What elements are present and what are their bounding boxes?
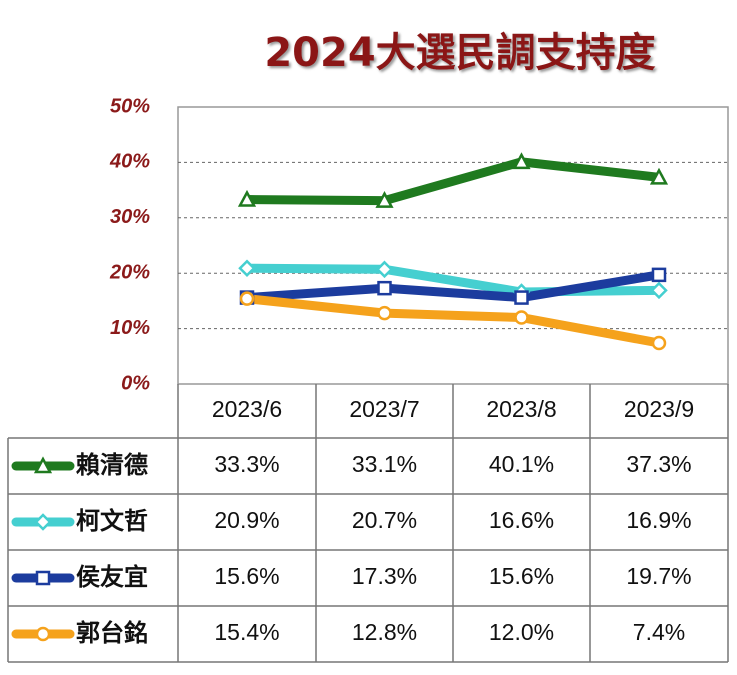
series-line — [242, 294, 664, 348]
data-point — [651, 335, 667, 351]
data-point — [375, 190, 394, 208]
x-tick-label: 2023/9 — [624, 396, 694, 422]
y-tick-label: 40% — [109, 151, 150, 173]
series-line — [242, 263, 664, 297]
data-point — [651, 267, 667, 283]
table-value: 33.1% — [352, 451, 417, 477]
legend-label: 郭台銘 — [76, 619, 148, 647]
data-point — [239, 291, 255, 306]
series-line — [242, 157, 664, 206]
table-value: 20.9% — [214, 507, 279, 533]
data-point — [238, 259, 256, 277]
data-point — [377, 305, 392, 321]
legend-marker — [34, 513, 52, 531]
legend-marker — [33, 456, 53, 474]
table-value: 15.6% — [214, 563, 279, 589]
data-point — [377, 280, 392, 296]
legend-label: 賴清德 — [76, 451, 148, 479]
table-value: 7.4% — [633, 619, 685, 645]
x-tick-label: 2023/7 — [349, 396, 419, 422]
series-line — [242, 270, 664, 303]
legend-marker — [35, 570, 51, 586]
x-tick-label: 2023/8 — [486, 396, 556, 422]
table-value: 37.3% — [626, 451, 691, 477]
y-tick-label: 10% — [110, 317, 150, 339]
chart-title: 2024大選民調支持度 — [264, 30, 655, 76]
table-value: 15.6% — [489, 563, 554, 589]
table-value: 17.3% — [352, 563, 417, 589]
legend-label: 侯友宜 — [76, 563, 148, 591]
data-point — [512, 152, 531, 170]
table-value: 15.4% — [214, 619, 279, 645]
data-point — [237, 189, 257, 207]
table-value: 12.0% — [489, 619, 554, 645]
data-point — [650, 281, 668, 300]
y-tick-label: 0% — [121, 372, 150, 394]
table-value: 20.7% — [352, 507, 417, 533]
table-value: 19.7% — [626, 563, 691, 589]
legend-marker — [35, 626, 51, 642]
data-point — [375, 260, 394, 279]
x-tick-label: 2023/6 — [212, 396, 282, 422]
data-point — [514, 290, 529, 305]
y-tick-label: 50% — [110, 95, 150, 117]
data-point — [514, 310, 529, 325]
table-value: 40.1% — [489, 451, 554, 477]
table-value: 16.6% — [489, 507, 554, 533]
y-tick-label: 20% — [109, 261, 150, 283]
table-value: 12.8% — [352, 619, 417, 645]
table-value: 33.3% — [214, 451, 279, 477]
y-tick-label: 30% — [110, 206, 150, 228]
legend-label: 柯文哲 — [76, 507, 148, 535]
data-point — [649, 167, 669, 185]
table-value: 16.9% — [626, 507, 691, 533]
